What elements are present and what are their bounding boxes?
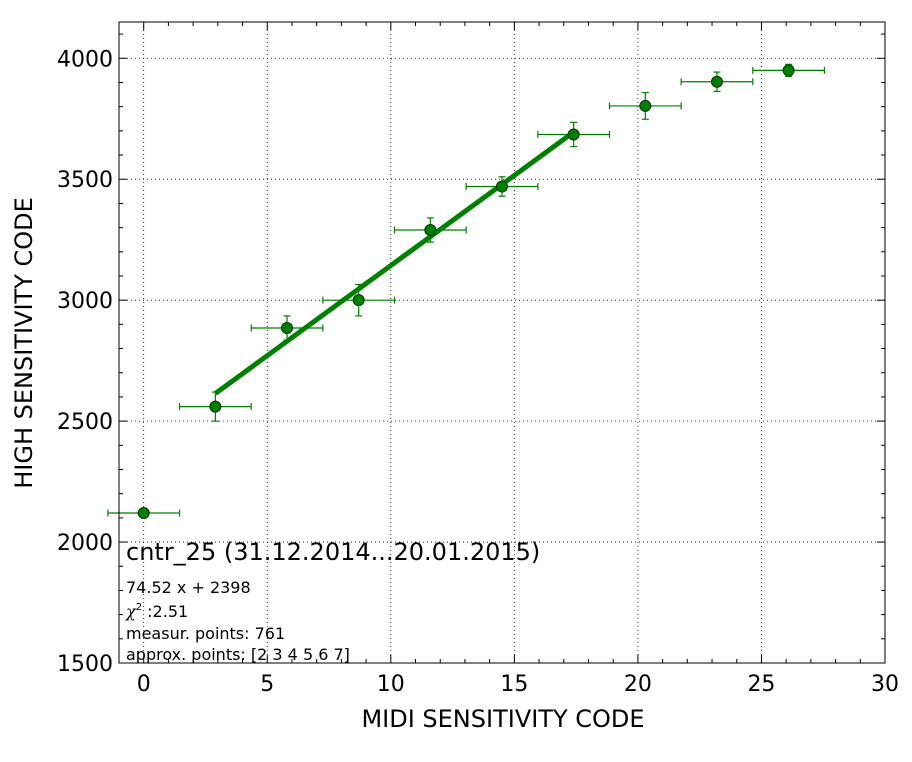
x-tick-label: 10 [377, 672, 405, 697]
data-point [567, 128, 580, 141]
plot-frame [118, 21, 886, 664]
chi2-superscript: 2 [136, 602, 142, 613]
chi2-line: χ2 :2.51 [125, 602, 188, 621]
data-point [209, 400, 222, 413]
data-point [782, 64, 795, 77]
x-tick-label: 5 [260, 672, 274, 697]
annotation-title: cntr_25 (31.12.2014...20.01.2015) [126, 538, 540, 566]
fit-line [213, 130, 576, 396]
y-tick-label: 3500 [57, 168, 113, 193]
x-axis-title: MIDI SENSITIVITY CODE [361, 705, 644, 733]
measur-points-text: measur. points: 761 [126, 624, 285, 643]
approx-points-text: approx. points: [2 3 4 5 6 7] [126, 645, 350, 664]
y-tick-label: 3000 [57, 289, 113, 314]
y-axis-title: HIGH SENSITIVITY CODE [10, 197, 38, 489]
data-point [352, 294, 365, 307]
data-point [424, 224, 437, 237]
data-point [281, 321, 294, 334]
grid [119, 22, 885, 663]
data-point [710, 75, 723, 88]
y-tick-label: 2500 [57, 410, 113, 435]
fit-equation: 74.52 x + 2398 [126, 578, 251, 597]
chi2-symbol: χ [125, 602, 137, 621]
x-tick-label: 15 [500, 672, 528, 697]
y-tick-label: 4000 [57, 47, 113, 72]
x-tick-label: 30 [871, 672, 899, 697]
data-points [137, 64, 795, 520]
x-tick-label: 25 [747, 672, 775, 697]
data-point [137, 507, 150, 520]
fit-line-group [213, 130, 576, 396]
ticks [118, 22, 886, 664]
x-tick-label: 0 [137, 672, 151, 697]
data-point [639, 99, 652, 112]
x-tick-label: 20 [624, 672, 652, 697]
chi2-value: :2.51 [142, 602, 188, 621]
data-point [496, 180, 508, 193]
annotation: cntr_25 (31.12.2014...20.01.2015) 74.52 … [125, 538, 540, 664]
tick-labels: 0 5 10 15 20 25 30 1500 2000 2500 3000 3500 4000 [57, 47, 899, 697]
y-tick-label: 2000 [57, 531, 113, 556]
y-tick-label: 1500 [57, 652, 113, 677]
